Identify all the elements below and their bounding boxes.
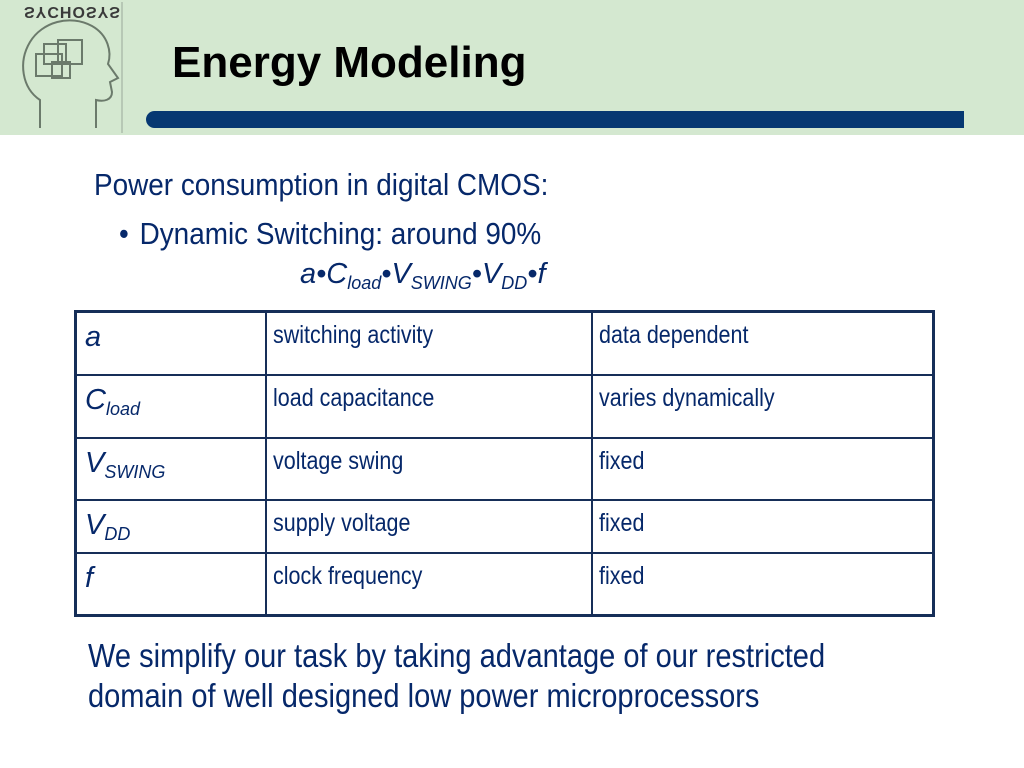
description-cell: clock frequency — [265, 552, 593, 617]
formula-dot: • — [527, 258, 538, 290]
symbol-cell: VDD — [74, 499, 267, 554]
bullet-item: • Dynamic Switching: around 90% — [119, 216, 541, 252]
description-cell: switching activity — [265, 310, 593, 376]
intro-line: Power consumption in digital CMOS: — [94, 167, 549, 202]
symbol-cell: f — [74, 552, 267, 617]
logo: SYCHOSYS — [0, 0, 124, 135]
parameter-table: a switching activity data dependent Cloa… — [74, 310, 935, 617]
symbol: f — [85, 562, 94, 594]
formula-v-swing: V — [391, 258, 411, 290]
note-cell: fixed — [591, 499, 935, 554]
symbol-cell: VSWING — [74, 437, 267, 501]
formula-f: f — [537, 258, 546, 290]
table-row: Cload load capacitance varies dynamicall… — [74, 374, 935, 439]
formula-v-dd: V — [481, 258, 502, 290]
formula-v-dd-sub: DD — [501, 273, 528, 293]
table-row: VSWING voltage swing fixed — [74, 437, 935, 501]
formula-dot: • — [316, 258, 327, 290]
symbol-cell: a — [74, 310, 267, 376]
table-row: VDD supply voltage fixed — [74, 499, 935, 554]
symbol: V — [85, 509, 105, 541]
symbol-subscript: DD — [104, 524, 131, 544]
logo-text: SYCHOSYS — [24, 3, 121, 20]
formula-v-swing-sub: SWING — [410, 273, 472, 293]
formula-dot: • — [471, 258, 482, 290]
symbol: V — [85, 447, 105, 479]
description: load capacitance — [273, 384, 435, 412]
symbol: C — [85, 384, 106, 416]
title-underline-bar — [146, 111, 964, 128]
note-cell: fixed — [591, 552, 935, 617]
table-row: a switching activity data dependent — [74, 310, 935, 376]
slide-header: SYCHOSYS Energy Modeling — [0, 0, 1024, 135]
formula-dot: • — [381, 258, 392, 290]
description: clock frequency — [273, 562, 423, 590]
note: fixed — [599, 509, 645, 537]
symbol-cell: Cload — [74, 374, 267, 439]
note: varies dynamically — [599, 384, 775, 412]
formula-a: a — [300, 258, 317, 290]
formula-c-sub: load — [347, 273, 382, 293]
description: voltage swing — [273, 447, 404, 475]
description: switching activity — [273, 321, 434, 349]
bullet-text: Dynamic Switching: around 90% — [139, 216, 542, 251]
bullet-icon: • — [119, 216, 129, 251]
description: supply voltage — [273, 509, 411, 537]
slide-title: Energy Modeling — [172, 38, 527, 87]
note: fixed — [599, 447, 645, 475]
table-row: f clock frequency fixed — [74, 552, 935, 617]
description-cell: voltage swing — [265, 437, 593, 501]
symbol-subscript: load — [105, 399, 140, 419]
description-cell: load capacitance — [265, 374, 593, 439]
head-profile-icon — [22, 2, 123, 133]
symbol-subscript: SWING — [104, 462, 166, 482]
symbol: a — [85, 321, 102, 353]
description-cell: supply voltage — [265, 499, 593, 554]
note-cell: data dependent — [591, 310, 935, 376]
formula-c: C — [326, 258, 348, 290]
note-cell: varies dynamically — [591, 374, 935, 439]
note: fixed — [599, 562, 645, 590]
note: data dependent — [599, 321, 749, 349]
note-cell: fixed — [591, 437, 935, 501]
power-formula: a•Cload•VSWING•VDD•f — [300, 258, 546, 294]
conclusion-text: We simplify our task by taking advantage… — [88, 637, 826, 714]
